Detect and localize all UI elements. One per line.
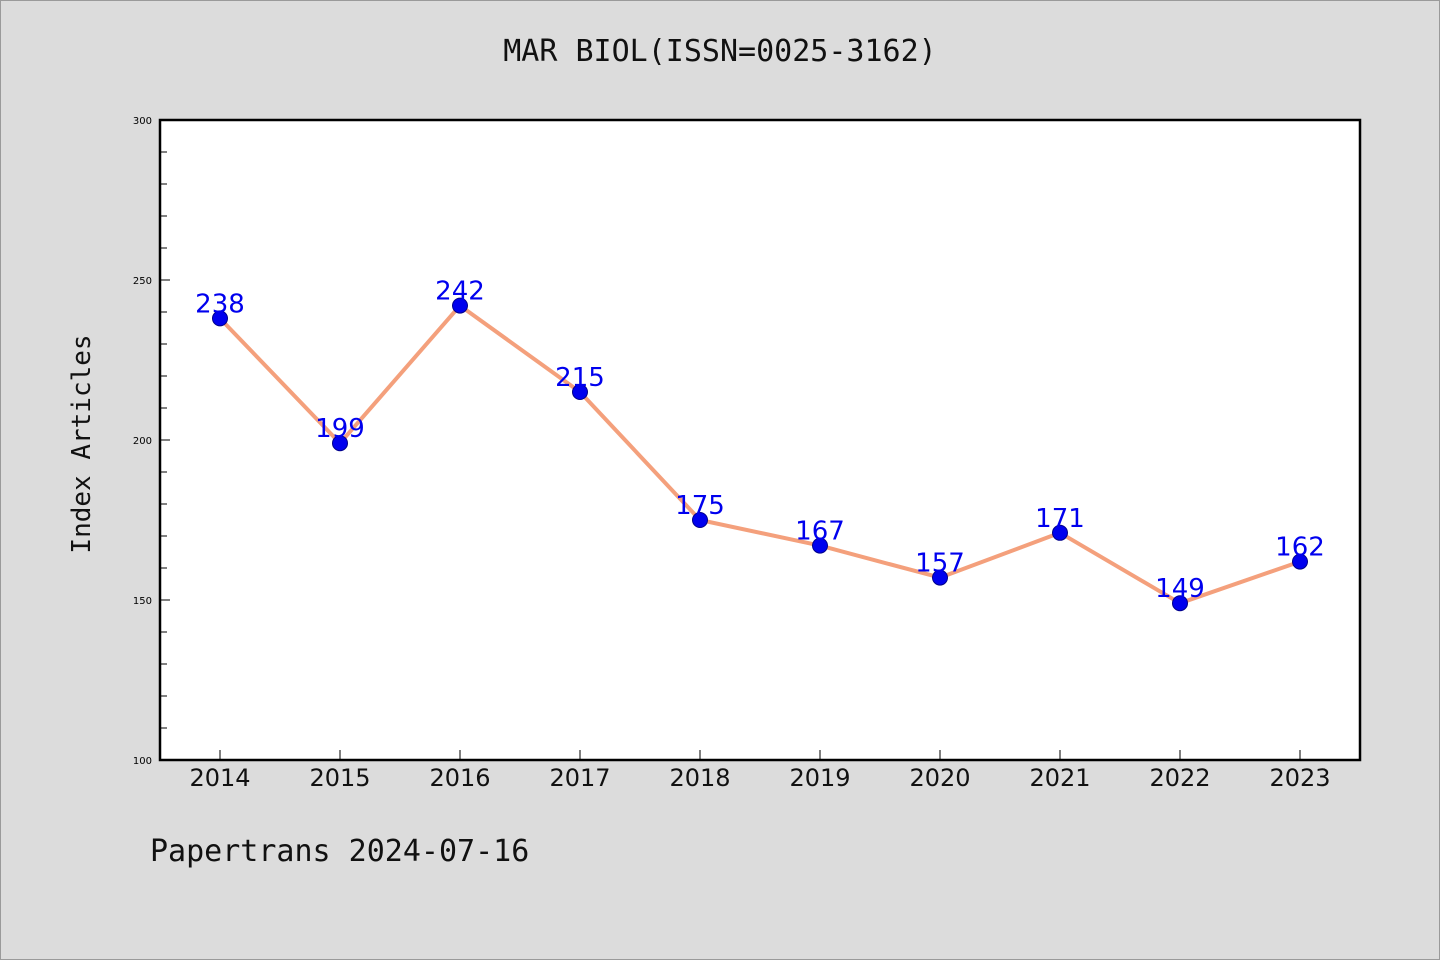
data-point: [932, 569, 948, 586]
x-tick-label: 2023: [1269, 764, 1330, 792]
y-tick-label: 200: [133, 436, 152, 447]
data-label: 175: [675, 491, 725, 521]
data-labels: 238 199 242 215 175 167 157 171 149 162: [195, 277, 1325, 605]
data-point: [1172, 595, 1188, 612]
x-tick-label: 2020: [909, 764, 970, 792]
data-point: [572, 384, 588, 400]
data-markers: [212, 297, 1308, 612]
data-label: 171: [1035, 504, 1085, 534]
data-label: 162: [1275, 533, 1325, 563]
x-tick-label: 2017: [549, 764, 610, 792]
data-label: 157: [915, 549, 965, 579]
x-axis-ticks: 2014 2015 2016 2017 2018 2019 2020 2021 2022 2023: [189, 750, 1331, 792]
series-line: [218, 303, 1301, 606]
data-label: 199: [315, 414, 365, 444]
data-label: 238: [195, 289, 245, 319]
chart-title: MAR BIOL(ISSN=0025-3162): [503, 34, 937, 69]
y-tick-label: 100: [133, 756, 152, 767]
data-point: [332, 435, 348, 452]
x-tick-label: 2014: [189, 764, 250, 792]
y-axis-label: Index Articles: [67, 334, 97, 553]
data-point: [692, 512, 708, 528]
data-point: [452, 297, 468, 314]
data-label: 149: [1155, 574, 1205, 604]
y-tick-label: 250: [133, 276, 152, 287]
data-label: 215: [555, 363, 605, 393]
y-axis-ticks: 100 150 200 250 300: [133, 116, 170, 767]
data-point: [212, 310, 228, 327]
x-tick-label: 2015: [309, 764, 370, 792]
data-point: [1292, 553, 1308, 570]
x-tick-label: 2021: [1029, 764, 1090, 792]
x-tick-label: 2019: [789, 764, 850, 792]
data-point: [1052, 524, 1068, 541]
data-point: [812, 537, 828, 554]
x-tick-label: 2016: [429, 764, 490, 792]
plot-area: [158, 118, 1362, 762]
data-label: 242: [435, 277, 485, 307]
data-label: 167: [795, 517, 845, 547]
y-tick-label: 150: [133, 596, 152, 607]
x-tick-label: 2018: [669, 764, 730, 792]
chart-footer: Papertrans 2024-07-16: [150, 834, 530, 869]
y-tick-label: 300: [133, 116, 152, 127]
x-tick-label: 2022: [1149, 764, 1210, 792]
